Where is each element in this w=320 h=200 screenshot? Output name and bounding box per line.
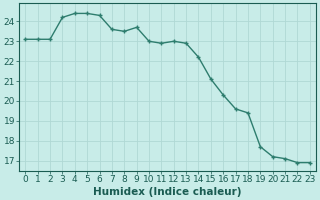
- X-axis label: Humidex (Indice chaleur): Humidex (Indice chaleur): [93, 187, 242, 197]
